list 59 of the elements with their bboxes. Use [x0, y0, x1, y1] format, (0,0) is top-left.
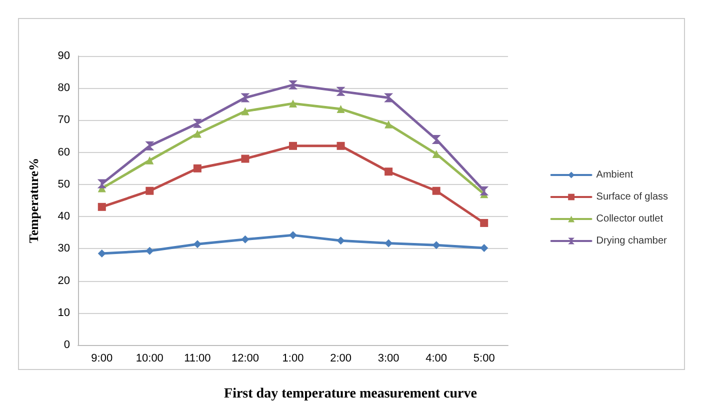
point: [193, 164, 202, 172]
point: [192, 118, 202, 128]
y-tick-label: 0: [64, 339, 70, 351]
point: [480, 186, 489, 196]
point: [241, 107, 250, 116]
point: [336, 236, 345, 245]
point: [480, 218, 488, 227]
x-tick-label: 1:00: [282, 352, 304, 364]
legend-label: Collector outlet: [596, 214, 664, 224]
point: [146, 156, 154, 164]
point: [432, 134, 441, 144]
y-tick-label: 10: [58, 306, 70, 319]
point: [98, 249, 106, 258]
point: [480, 244, 488, 252]
point: [193, 240, 202, 248]
point: [384, 93, 394, 102]
point: [289, 100, 297, 108]
point: [240, 93, 250, 102]
x-tick-label: 2:00: [330, 352, 352, 364]
y-tick-label: 20: [58, 274, 70, 287]
point: [432, 241, 440, 250]
legend-label: Drying chamber: [596, 236, 668, 246]
point: [145, 141, 154, 150]
x-tick-label: 11:00: [184, 352, 211, 364]
point: [241, 154, 250, 163]
y-tick-label: 50: [58, 178, 70, 190]
point: [146, 186, 154, 195]
point: [288, 80, 298, 90]
point: [97, 179, 106, 188]
point: [289, 142, 297, 150]
point: [289, 231, 297, 240]
x-tick-label: 4:00: [426, 352, 448, 364]
legend-label: Ambient: [596, 170, 634, 180]
x-tick-label: 9:00: [91, 352, 113, 364]
point: [384, 168, 393, 176]
point: [336, 86, 346, 96]
point: [146, 246, 154, 255]
legend-label: Surface of glass: [596, 192, 668, 202]
y-tick-label: 90: [58, 50, 70, 62]
point: [384, 239, 393, 248]
y-axis-title: Temperature%: [26, 158, 41, 244]
x-tick-label: 10:00: [136, 352, 164, 364]
y-tick-label: 70: [58, 114, 70, 126]
x-tick-label: 3:00: [378, 352, 400, 364]
y-tick-label: 60: [58, 146, 70, 158]
y-tick-label: 80: [58, 82, 70, 94]
point: [336, 104, 345, 113]
point: [384, 120, 393, 128]
point: [432, 186, 440, 195]
y-tick-label: 30: [58, 242, 70, 255]
text: First day temperature measurement curve: [224, 386, 477, 402]
x-tick-label: 5:00: [473, 352, 495, 364]
point: [432, 150, 440, 158]
point: [241, 235, 250, 244]
y-tick-label: 40: [58, 210, 70, 223]
x-tick-label: 12:00: [231, 352, 259, 364]
point: [98, 202, 106, 211]
point: [193, 130, 202, 138]
point: [336, 142, 345, 150]
